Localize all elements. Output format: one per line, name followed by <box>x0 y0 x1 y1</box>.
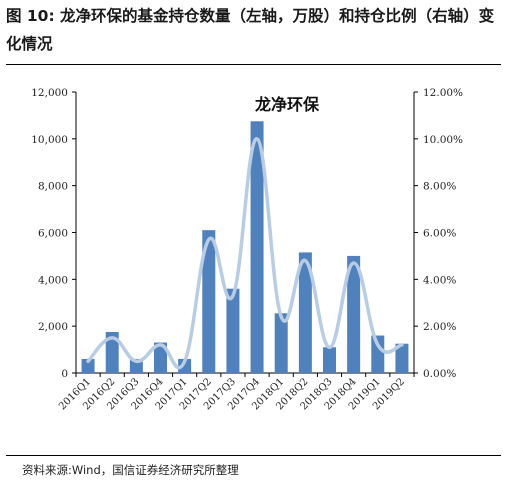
bar <box>154 342 167 373</box>
figure-title: 图 10: 龙净环保的基金持仓数量（左轴，万股）和持仓比例（右轴）变化情况 <box>6 7 495 53</box>
left-tick-label: 12,000 <box>31 87 68 99</box>
source-divider <box>6 455 501 456</box>
bar-series <box>81 121 409 373</box>
left-tick-label: 6,000 <box>38 228 68 240</box>
chart: 0 2,000 4,000 6,000 8,000 10,000 12,000 0.00% 2.… <box>31 87 463 412</box>
right-tick-label: 10.00% <box>423 134 463 146</box>
source-note: 资料来源:Wind，国信证券经济研究所整理 <box>22 463 239 477</box>
bar <box>274 313 288 373</box>
bar <box>323 347 336 373</box>
right-tick-label: 0.00% <box>423 368 456 380</box>
bar <box>250 121 264 373</box>
bar <box>226 288 240 373</box>
right-tick-label: 12.00% <box>423 87 463 99</box>
ratio-line <box>86 137 404 370</box>
title-divider <box>6 64 501 65</box>
right-tick-label: 6.00% <box>423 228 456 240</box>
left-tick-label: 2,000 <box>38 321 68 333</box>
bar <box>395 343 409 373</box>
left-tick-label: 10,000 <box>31 134 68 146</box>
bar <box>81 358 95 373</box>
bar <box>105 332 119 373</box>
left-tick-label: 0 <box>61 368 68 380</box>
left-tick-label: 4,000 <box>38 274 68 286</box>
right-tick-label: 4.00% <box>423 274 456 286</box>
left-tick-label: 8,000 <box>38 181 68 193</box>
bar <box>298 252 312 373</box>
bar <box>178 358 192 373</box>
series-label: 龙净环保 <box>254 95 320 114</box>
right-tick-label: 2.00% <box>423 321 456 333</box>
bar <box>371 335 385 373</box>
right-tick-label: 8.00% <box>423 181 456 193</box>
bar <box>202 230 216 373</box>
bar <box>347 255 361 373</box>
line-series <box>86 137 404 370</box>
